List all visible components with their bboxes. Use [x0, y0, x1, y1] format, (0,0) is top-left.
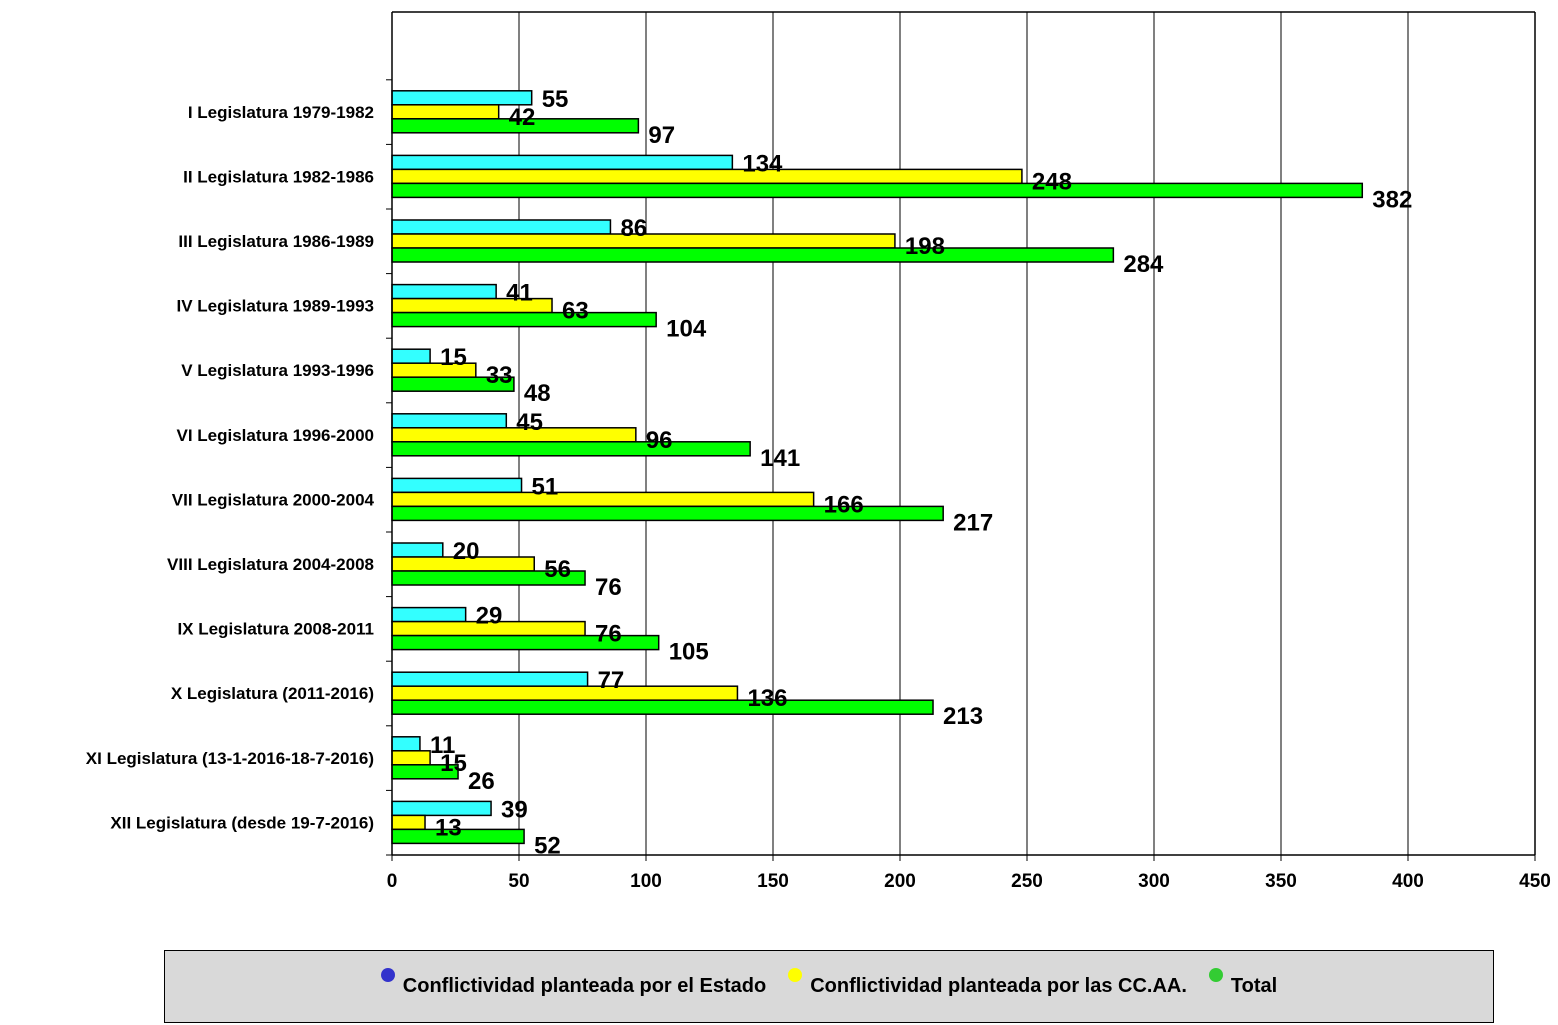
bar-estado — [391, 219, 612, 235]
category-label: IX Legislatura 2008-2011 — [177, 620, 374, 639]
data-label-ccaa: 42 — [509, 104, 536, 131]
data-label-estado: 41 — [506, 280, 533, 307]
data-label-total: 105 — [669, 639, 709, 666]
legend-item-estado: Conflictividad planteada por el Estado — [380, 967, 767, 998]
category-label: IV Legislatura 1989-1993 — [176, 297, 374, 316]
data-label-total: 97 — [648, 122, 675, 149]
x-tick-label-50: 50 — [508, 871, 529, 892]
x-tick-label-300: 300 — [1138, 871, 1170, 892]
bar-estado — [391, 90, 533, 106]
tick-labels: 0 50 100 150 200 250 300 350 400 450 — [387, 871, 1551, 892]
legend-item-ccaa: Conflictividad planteada por las CC.AA. — [788, 967, 1187, 998]
category-label: X Legislatura (2011-2016) — [171, 684, 374, 703]
category-label: III Legislatura 1986-1989 — [178, 232, 374, 251]
data-label-estado: 51 — [532, 473, 559, 500]
bar-ccaa — [391, 685, 739, 701]
data-label-total: 104 — [666, 316, 707, 343]
bar-estado — [391, 154, 734, 171]
category-label: V Legislatura 1993-1996 — [181, 361, 374, 380]
bar-estado — [391, 800, 492, 817]
bar-ccaa — [391, 814, 426, 831]
data-label-total: 52 — [534, 832, 561, 859]
bar-ccaa — [391, 491, 815, 508]
bar-estado — [391, 283, 497, 300]
data-label-total: 76 — [595, 574, 622, 601]
data-label-estado: 77 — [598, 667, 625, 694]
data-label-total: 48 — [524, 380, 551, 407]
x-tick-label-0: 0 — [387, 871, 398, 892]
bar-total — [391, 182, 1364, 199]
bar-ccaa — [391, 427, 637, 443]
data-label-total: 217 — [953, 509, 993, 536]
legend-marker-ccaa — [788, 967, 803, 982]
legend-label-total: Total — [1230, 975, 1278, 997]
category-label: XII Legislatura (desde 19-7-2016) — [110, 813, 374, 832]
x-tick-label-250: 250 — [1011, 871, 1043, 892]
category-label: I Legislatura 1979-1982 — [188, 103, 374, 122]
x-tick-label-350: 350 — [1265, 871, 1297, 892]
x-tick-label-400: 400 — [1392, 871, 1424, 892]
bar-ccaa — [391, 750, 431, 766]
bar-estado — [391, 606, 467, 623]
data-label-ccaa: 15 — [440, 750, 467, 777]
bar-estado — [391, 736, 421, 752]
category-label: II Legislatura 1982-1986 — [183, 167, 374, 186]
bar-estado — [391, 477, 523, 494]
data-label-estado: 29 — [476, 603, 503, 630]
legend-label-estado: Conflictividad planteada por el Estado — [402, 975, 767, 997]
data-label-total: 382 — [1372, 186, 1412, 213]
x-tick-label-450: 450 — [1519, 871, 1551, 892]
axes — [386, 11, 1536, 861]
data-label-estado: 15 — [440, 344, 467, 371]
bar-chart: I Legislatura 1979-1982 II Legislatura 19… — [86, 11, 1551, 892]
category-label: XI Legislatura (13-1-2016-18-7-2016) — [86, 749, 374, 768]
data-label-total: 26 — [468, 768, 495, 795]
data-label-estado: 55 — [542, 86, 569, 113]
data-label-estado: 11 — [430, 732, 455, 759]
data-label-total: 284 — [1123, 251, 1164, 278]
legend-item-total: Total — [1208, 967, 1278, 998]
data-label-total: 213 — [943, 703, 983, 730]
data-label-estado: 39 — [501, 796, 528, 823]
legend-label-ccaa: Conflictividad planteada por las CC.AA. — [810, 975, 1187, 997]
data-label-ccaa: 96 — [646, 427, 673, 454]
bar-total — [391, 441, 751, 457]
category-label: VIII Legislatura 2004-2008 — [167, 555, 374, 574]
bar-ccaa — [391, 168, 1023, 185]
category-label: VI Legislatura 1996-2000 — [176, 426, 374, 445]
bar-ccaa — [391, 104, 500, 120]
x-tick-label-150: 150 — [757, 871, 789, 892]
bar-estado — [391, 413, 508, 429]
legend-marker-estado — [380, 967, 395, 982]
data-label-ccaa: 76 — [595, 621, 622, 648]
x-tick-label-200: 200 — [884, 871, 916, 892]
data-label-ccaa: 33 — [486, 362, 513, 389]
data-label-ccaa: 136 — [747, 685, 787, 712]
bar-estado — [391, 542, 444, 558]
data-label-total: 141 — [760, 445, 800, 472]
data-label-ccaa: 198 — [905, 233, 945, 260]
data-label-ccaa: 248 — [1032, 168, 1072, 195]
bar-estado — [391, 671, 589, 687]
data-label-ccaa: 56 — [544, 556, 571, 583]
legend: Conflictividad planteada por el Estado C… — [164, 950, 1494, 1023]
data-label-estado: 20 — [453, 538, 480, 565]
data-label-estado: 86 — [620, 215, 647, 242]
data-label-estado: 45 — [516, 409, 543, 436]
data-label-ccaa: 13 — [435, 814, 462, 841]
category-labels: I Legislatura 1979-1982 II Legislatura 19… — [86, 103, 375, 833]
legend-marker-total — [1208, 967, 1223, 982]
bar-estado — [391, 348, 431, 364]
bar-total — [391, 247, 1115, 263]
category-label: VII Legislatura 2000-2004 — [172, 490, 375, 509]
bar-total — [391, 311, 657, 328]
data-label-ccaa: 63 — [562, 298, 589, 325]
x-tick-label-100: 100 — [630, 871, 662, 892]
data-label-estado: 134 — [742, 150, 783, 177]
bar-total — [391, 699, 934, 715]
bars — [391, 90, 1364, 845]
data-label-ccaa: 166 — [824, 491, 864, 518]
